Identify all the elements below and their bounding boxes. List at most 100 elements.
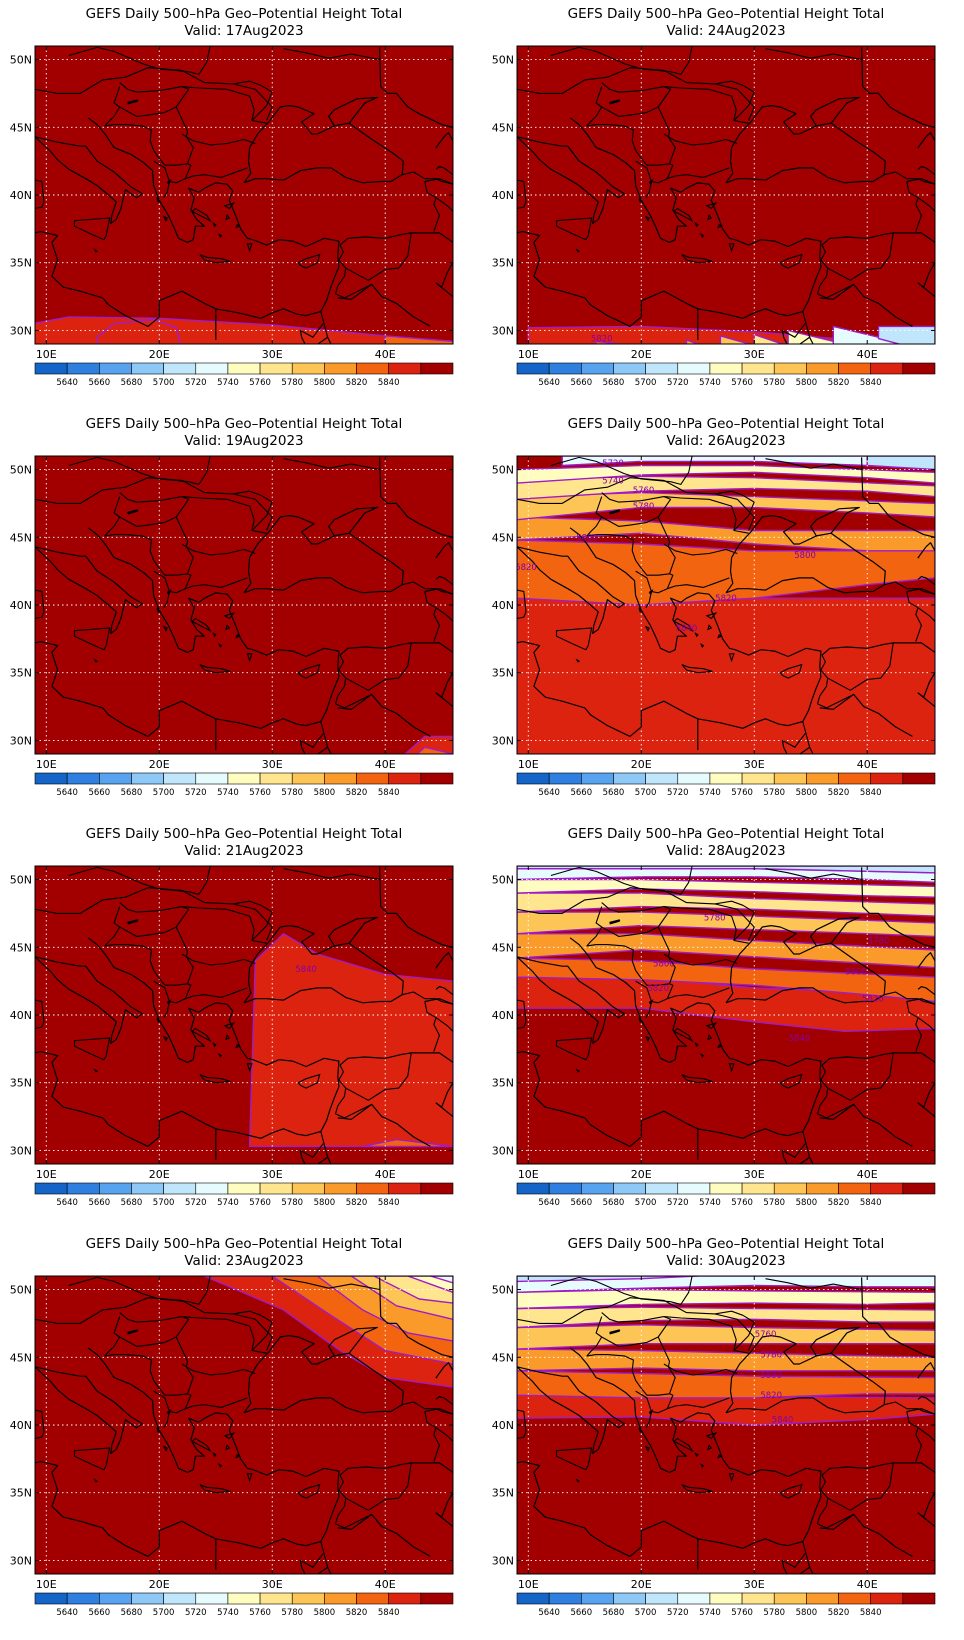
island-outline [681, 1484, 713, 1494]
island-outline [673, 1027, 694, 1043]
colorbar-label: 5740 [217, 1608, 239, 1618]
coastline [810, 916, 860, 947]
country-border [433, 1017, 440, 1052]
island-outline [694, 632, 699, 638]
lat-label: 35N [10, 1487, 32, 1500]
island-outline [699, 643, 705, 649]
country-border [666, 573, 674, 589]
colorbar-label: 5660 [570, 378, 592, 388]
island-outline [35, 999, 45, 1030]
country-border [817, 1513, 854, 1529]
colorbar-label: 5780 [281, 1198, 303, 1208]
island-outline [644, 215, 650, 222]
coastline [379, 457, 453, 538]
colorbar-label: 5720 [185, 788, 207, 798]
country-border [345, 232, 412, 281]
coastline [861, 867, 935, 948]
contour-label: 5820 [715, 594, 737, 604]
island-outline [246, 243, 253, 253]
lat-label: 40N [10, 599, 32, 612]
island-outline [717, 633, 723, 639]
coastline [819, 283, 913, 327]
colorbar-swatch [548, 362, 582, 375]
colorbar-label: 5660 [570, 788, 592, 798]
country-border [915, 1017, 922, 1052]
island-outline [705, 1432, 718, 1440]
colorbar-swatch [806, 772, 839, 785]
country-border [802, 721, 811, 748]
colorbar-swatch [324, 1592, 357, 1605]
contour-band [517, 932, 935, 969]
colorbar-swatch [163, 1592, 197, 1605]
island-outline [212, 222, 217, 228]
country-border [335, 693, 372, 709]
island-outline [156, 197, 162, 203]
coastline [917, 1396, 935, 1406]
island-outline [517, 1409, 527, 1440]
island-outline [717, 223, 723, 229]
island-outline [779, 1483, 803, 1499]
country-border [335, 1103, 372, 1119]
colorbar-label: 5800 [796, 1608, 818, 1618]
map-panel: GEFS Daily 500–hPa Geo–Potential Height … [482, 820, 964, 1230]
contour-band [517, 911, 935, 938]
island-outline [705, 612, 718, 620]
contour-band [753, 333, 785, 344]
colorbar-swatch [741, 362, 775, 375]
colorbar-label: 5820 [346, 788, 368, 798]
lat-label: 40N [492, 1419, 514, 1432]
colorbar-label: 5820 [828, 1608, 850, 1618]
colorbar-label: 5640 [56, 1198, 78, 1208]
coastline [243, 1334, 404, 1414]
lon-label: 30E [262, 758, 283, 771]
country-border [586, 516, 603, 537]
contour-label: 5720 [602, 459, 624, 469]
contour-band [517, 1276, 935, 1293]
country-border [68, 46, 189, 73]
lake-outline [166, 999, 172, 1005]
country-border [334, 654, 347, 705]
country-border [586, 926, 603, 947]
coastline [243, 924, 404, 1004]
country-border [402, 171, 453, 185]
coastline [435, 952, 453, 969]
colorbar-swatch [806, 362, 839, 375]
coastline [337, 1103, 431, 1147]
lat-label: 50N [10, 1284, 32, 1297]
country-border [663, 953, 738, 966]
panel-title: GEFS Daily 500–hPa Geo–Potential Height … [568, 6, 885, 22]
coastline [243, 514, 404, 594]
country-border [188, 866, 211, 895]
colorbar-swatch [902, 362, 936, 375]
colorbar-swatch [195, 1592, 229, 1605]
country-border [635, 570, 730, 594]
colorbar-label: 5800 [314, 1198, 336, 1208]
country-border [884, 581, 935, 595]
lon-label: 40E [375, 1168, 396, 1181]
colorbar-swatch [741, 1182, 775, 1195]
background-fill [35, 46, 453, 344]
lat-label: 35N [10, 1077, 32, 1090]
colorbar-label: 5760 [249, 788, 271, 798]
coastline [35, 136, 143, 224]
map-panel-svg: GEFS Daily 500–hPa Geo–Potential Height … [10, 1236, 454, 1618]
country-border [596, 124, 676, 166]
coastline [819, 1103, 913, 1147]
colorbar-label: 5680 [121, 788, 143, 798]
contour-label: 5800 [760, 1371, 782, 1381]
panel-valid-date: Valid: 17Aug2023 [184, 23, 303, 39]
contour-band [517, 878, 935, 898]
colorbar-label: 5820 [828, 378, 850, 388]
colorbar-label: 5840 [378, 788, 400, 798]
colorbar-swatch [34, 772, 68, 785]
country-border [657, 926, 671, 957]
lat-label: 50N [492, 464, 514, 477]
colorbar-swatch [131, 772, 164, 785]
country-border [765, 1278, 862, 1291]
island-outline [235, 1043, 241, 1049]
island-outline [728, 243, 735, 253]
country-border [283, 48, 380, 61]
island-outline [191, 617, 212, 633]
contour-label: 5760 [633, 486, 655, 496]
lat-label: 50N [10, 464, 32, 477]
